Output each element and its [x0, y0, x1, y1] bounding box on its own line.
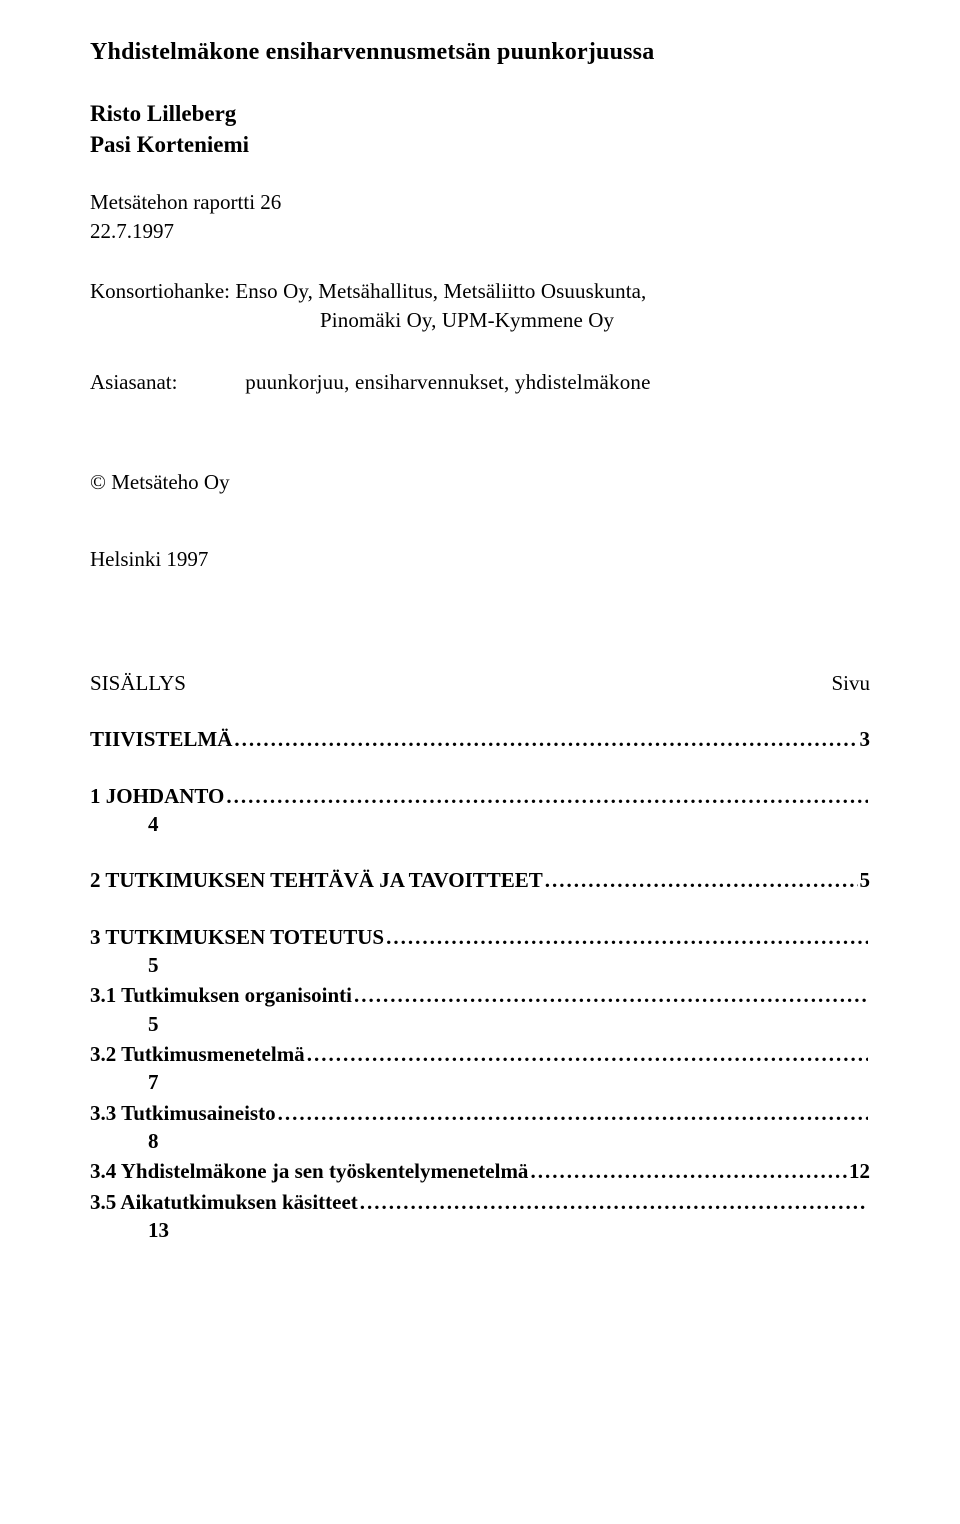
authors-block: Risto Lilleberg Pasi Korteniemi	[90, 98, 870, 160]
toc-header: SISÄLLYS Sivu	[90, 669, 870, 697]
toc-page: 5	[860, 866, 871, 894]
toc-entry: 3.1 Tutkimuksen organisointi 5	[90, 981, 870, 1038]
toc-label: 3 TUTKIMUKSEN TOTEUTUS	[90, 923, 384, 951]
toc-label: 3.1 Tutkimuksen organisointi	[90, 981, 352, 1009]
report-series: Metsätehon raportti 26	[90, 188, 870, 216]
toc-page: 3	[860, 725, 871, 753]
toc-label: 2 TUTKIMUKSEN TEHTÄVÄ JA TAVOITTEET	[90, 866, 543, 894]
toc-page: 4	[90, 810, 870, 838]
keywords-label: Asiasanat:	[90, 368, 240, 396]
copyright-line: © Metsäteho Oy	[90, 468, 870, 496]
keywords-row: Asiasanat: puunkorjuu, ensiharvennukset,…	[90, 368, 870, 396]
toc-page: 5	[90, 1010, 870, 1038]
toc-page: 13	[90, 1216, 870, 1244]
toc-page: 8	[90, 1127, 870, 1155]
toc-entry: 1 JOHDANTO 4	[90, 782, 870, 839]
author-1: Risto Lilleberg	[90, 98, 870, 129]
toc-label: 3.2 Tutkimusmenetelmä	[90, 1040, 305, 1068]
toc-entry: TIIVISTELMÄ 3	[90, 725, 870, 753]
toc-entry: 3 TUTKIMUKSEN TOTEUTUS 5	[90, 923, 870, 980]
toc-entry: 3.5 Aikatutkimuksen käsitteet 13	[90, 1188, 870, 1245]
toc-leader-dots	[226, 782, 868, 803]
toc-label: TIIVISTELMÄ	[90, 725, 232, 753]
report-date: 22.7.1997	[90, 217, 870, 245]
toc-leader-dots	[360, 1188, 868, 1209]
toc-label: 3.5 Aikatutkimuksen käsitteet	[90, 1188, 358, 1216]
toc-heading: SISÄLLYS	[90, 669, 186, 697]
toc-page: 12	[849, 1157, 870, 1185]
toc-label: 3.4 Yhdistelmäkone ja sen työskentelymen…	[90, 1157, 528, 1185]
toc-page: 7	[90, 1068, 870, 1096]
toc-leader-dots	[354, 981, 868, 1002]
toc-entry: 3.3 Tutkimusaineisto 8	[90, 1099, 870, 1156]
toc-leader-dots	[386, 923, 868, 944]
toc-leader-dots	[545, 866, 858, 887]
toc-entry: 3.2 Tutkimusmenetelmä 7	[90, 1040, 870, 1097]
page-title: Yhdistelmäkone ensiharvennusmetsän puunk…	[90, 36, 870, 68]
toc-leader-dots	[234, 725, 857, 746]
consortium-block: Konsortiohanke: Enso Oy, Metsähallitus, …	[90, 277, 870, 334]
place-year: Helsinki 1997	[90, 545, 870, 573]
report-info: Metsätehon raportti 26 22.7.1997	[90, 188, 870, 245]
author-2: Pasi Korteniemi	[90, 129, 870, 160]
table-of-contents: TIIVISTELMÄ 3 1 JOHDANTO 4 2 TUTKIMUKSEN T…	[90, 725, 870, 1244]
keywords-values: puunkorjuu, ensiharvennukset, yhdistelmä…	[245, 370, 650, 394]
consortium-partners-line1: Enso Oy, Metsähallitus, Metsäliitto Osuu…	[230, 279, 646, 303]
consortium-partners-line2: Pinomäki Oy, UPM-Kymmene Oy	[90, 306, 870, 334]
toc-leader-dots	[530, 1157, 847, 1178]
toc-entry: 3.4 Yhdistelmäkone ja sen työskentelymen…	[90, 1157, 870, 1185]
toc-label: 3.3 Tutkimusaineisto	[90, 1099, 276, 1127]
toc-leader-dots	[278, 1099, 868, 1120]
toc-page-label: Sivu	[831, 669, 870, 697]
toc-leader-dots	[307, 1040, 868, 1061]
consortium-label: Konsortiohanke:	[90, 279, 230, 303]
toc-label: 1 JOHDANTO	[90, 782, 224, 810]
toc-entry: 2 TUTKIMUKSEN TEHTÄVÄ JA TAVOITTEET 5	[90, 866, 870, 894]
toc-page: 5	[90, 951, 870, 979]
